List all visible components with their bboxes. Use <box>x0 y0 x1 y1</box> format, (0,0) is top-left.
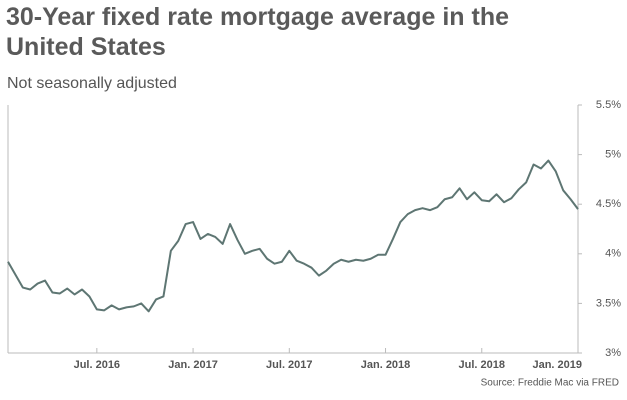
x-tick-label: Jan. 2017 <box>168 359 218 371</box>
chart-title: 30-Year fixed rate mortgage average in t… <box>6 3 509 61</box>
y-tick-label: 3% <box>605 347 621 359</box>
line-series <box>7 159 579 313</box>
x-tick-label: Jul. 2016 <box>74 359 120 371</box>
y-tick-label: 3.5% <box>596 297 621 309</box>
x-tick-label: Jan. 2019 <box>532 359 582 371</box>
y-tick-label: 4.5% <box>596 198 621 210</box>
y-tick-label: 5.5% <box>596 99 621 111</box>
y-tick-label: 4% <box>605 248 621 260</box>
chart-subtitle: Not seasonally adjusted <box>7 75 177 92</box>
title-box: 30-Year fixed rate mortgage average in t… <box>6 3 509 61</box>
x-tick-label: Jul. 2017 <box>266 359 312 371</box>
x-tick-label: Jul. 2018 <box>459 359 505 371</box>
x-tick-label: Jan. 2018 <box>361 359 411 371</box>
y-tick-label: 5% <box>605 149 621 161</box>
source-note: Source: Freddie Mac via FRED <box>481 378 619 389</box>
